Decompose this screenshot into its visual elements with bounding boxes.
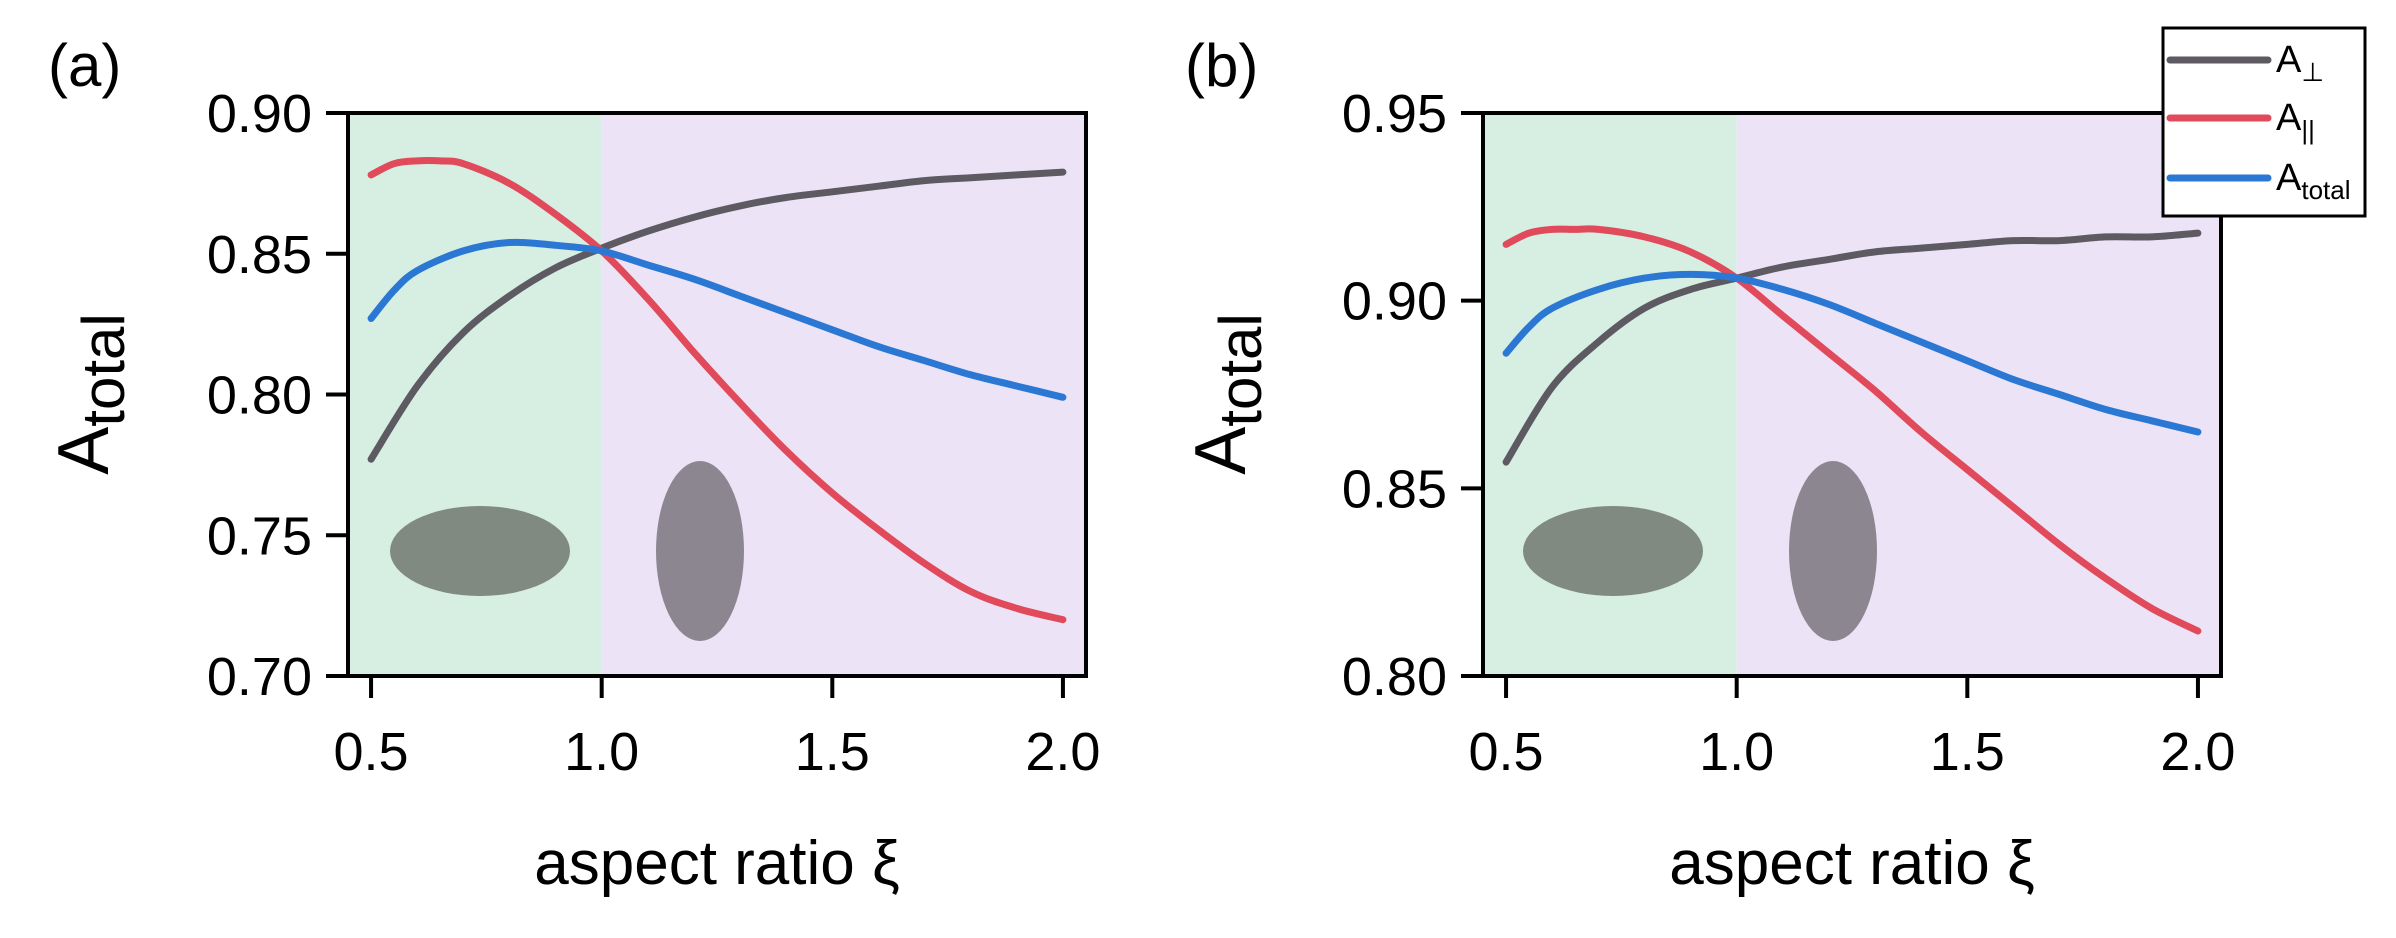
prolate-spheroid-icon xyxy=(1789,461,1877,641)
panel-b: (b) 0.80 0.85 0.90 0.95 0.5 1.0 1.5 2.0 aspect… xyxy=(1181,32,2235,898)
panel-a-series xyxy=(367,157,1067,624)
panel-a-y-axis-ticks: 0.70 0.75 0.80 0.85 0.90 xyxy=(207,84,348,707)
panel-b-x-tick-label: 1.0 xyxy=(1699,722,1774,782)
panel-b-y-tick-label: 0.90 xyxy=(1342,272,1447,332)
panel-a-series-a-perp-line xyxy=(367,168,1067,463)
panel-b-series-a-par-line xyxy=(1502,225,2202,635)
oblate-spheroid-icon xyxy=(1523,506,1703,596)
panel-b-y-tick-label: 0.85 xyxy=(1342,459,1447,519)
panel-a-x-tick-label: 1.0 xyxy=(564,722,639,782)
panel-a-series-a-total-line xyxy=(367,238,1067,401)
legend: A⊥ A|| Atotal xyxy=(2161,26,2367,218)
panel-a-x-axis-title: aspect ratio ξ xyxy=(534,829,900,898)
panel-b-series-a-perp-line xyxy=(1502,229,2202,466)
panel-b-y-axis-ticks: 0.80 0.85 0.90 0.95 xyxy=(1342,84,1483,707)
panel-a-y-tick-label: 0.90 xyxy=(207,84,312,144)
panel-a-x-axis-ticks: 0.5 1.0 1.5 2.0 xyxy=(334,676,1100,782)
panel-b-y-axis-title: Atotal xyxy=(1181,313,1274,474)
panel-b-y-tick-label: 0.95 xyxy=(1342,84,1447,144)
panel-a-x-tick-label: 1.5 xyxy=(795,722,870,782)
panel-a-x-tick-label: 2.0 xyxy=(1025,722,1100,782)
legend-label-a-total: Atotal xyxy=(2276,157,2351,205)
legend-item-a-perp: A⊥ xyxy=(2166,39,2324,87)
panel-b-series xyxy=(1502,225,2202,635)
panel-a-series-a-par-line xyxy=(367,157,1067,624)
legend-item-a-par: A|| xyxy=(2166,97,2315,145)
prolate-spheroid-icon xyxy=(656,461,744,641)
panel-b-x-axis-title: aspect ratio ξ xyxy=(1669,829,2035,898)
panel-b-x-tick-label: 0.5 xyxy=(1469,722,1544,782)
panel-a-y-tick-label: 0.75 xyxy=(207,506,312,566)
panel-a-y-tick-label: 0.80 xyxy=(207,366,312,426)
panel-b-x-tick-label: 2.0 xyxy=(2160,722,2235,782)
legend-label-a-par: A|| xyxy=(2276,97,2315,145)
panel-b-plot-frame xyxy=(1481,111,2223,678)
panel-b-y-tick-label: 0.80 xyxy=(1342,647,1447,707)
panel-b-x-axis-ticks: 0.5 1.0 1.5 2.0 xyxy=(1469,676,2235,782)
panel-a-label: (a) xyxy=(48,32,121,99)
panel-b-series-a-total-line xyxy=(1502,270,2202,436)
legend-label-a-perp: A⊥ xyxy=(2276,39,2324,87)
panel-a: (a) 0.70 0.75 0.80 0.85 0.90 0.5 1.0 1.5 2.0 as… xyxy=(44,32,1100,898)
legend-item-a-total: Atotal xyxy=(2166,157,2351,205)
panel-b-label: (b) xyxy=(1185,32,1258,99)
panel-a-y-axis-title: Atotal xyxy=(44,313,137,474)
panel-a-y-tick-label: 0.85 xyxy=(207,225,312,285)
panel-b-x-tick-label: 1.5 xyxy=(1930,722,2005,782)
oblate-spheroid-icon xyxy=(390,506,570,596)
panel-a-y-tick-label: 0.70 xyxy=(207,647,312,707)
panel-a-x-tick-label: 0.5 xyxy=(334,722,409,782)
